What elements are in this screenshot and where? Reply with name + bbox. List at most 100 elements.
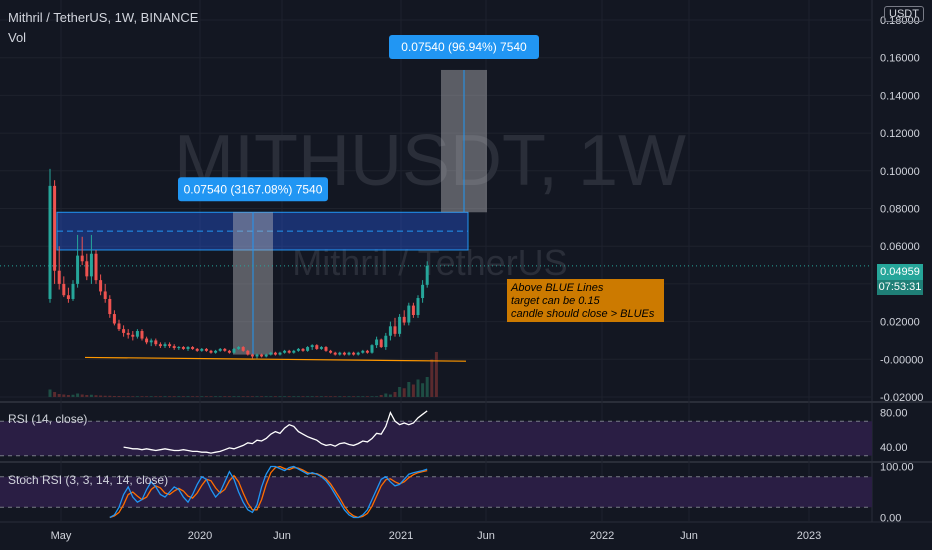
measure-label-box <box>389 34 539 59</box>
candle-body <box>223 348 227 351</box>
candle-body <box>241 347 245 351</box>
band-fill <box>0 421 872 456</box>
candle-body <box>365 350 369 353</box>
volume-bar <box>434 352 438 397</box>
candle-body <box>416 298 420 316</box>
volume-bar <box>347 396 351 397</box>
volume-bar <box>246 396 250 397</box>
candle-body <box>145 338 149 343</box>
candle-body <box>122 329 126 333</box>
y-tick-label: 0.10000 <box>880 166 920 178</box>
candle-body <box>140 331 144 339</box>
volume-bar <box>264 396 268 397</box>
volume-bar <box>361 396 365 397</box>
candle-body <box>53 185 57 271</box>
volume-label[interactable]: Vol <box>8 30 27 45</box>
volume-bar <box>200 396 204 397</box>
pane-tick-label: 40.00 <box>880 442 908 454</box>
volume-bar <box>140 396 144 397</box>
candle-body <box>421 284 425 299</box>
pane-tick-label: 0.00 <box>880 512 901 524</box>
volume-bar <box>145 396 149 397</box>
y-tick-label: 0.06000 <box>880 241 920 253</box>
candle-body <box>186 347 190 349</box>
volume-bar <box>310 396 314 397</box>
symbol-title[interactable]: Mithril / TetherUS, 1W, BINANCE <box>8 10 199 25</box>
y-tick-label: -0.00000 <box>880 354 923 366</box>
candle-body <box>168 344 172 347</box>
stoch-rsi-pane: 100.00 0.00 <box>0 462 914 524</box>
volume-bar <box>204 396 208 397</box>
measure-label-box <box>178 177 328 202</box>
candle-body <box>237 347 241 349</box>
x-tick-label: Jun <box>273 530 291 542</box>
candle-body <box>342 352 346 355</box>
rsi-label[interactable]: RSI (14, close) <box>8 412 88 426</box>
candle-body <box>352 352 356 355</box>
candle-body <box>214 350 218 353</box>
candle-body <box>85 261 89 277</box>
candle-body <box>398 316 402 334</box>
candle-body <box>108 298 112 315</box>
candle-body <box>112 314 116 324</box>
volume-bar <box>108 395 112 397</box>
volume-bar <box>384 393 388 397</box>
volume-bar <box>177 396 181 397</box>
volume-bar <box>365 396 369 397</box>
volume-bar <box>407 382 411 397</box>
note-line: target can be 0.15 <box>511 295 601 307</box>
support-line <box>84 356 467 362</box>
stoch-rsi-label[interactable]: Stoch RSI (3, 3, 14, 14, close) <box>8 473 169 487</box>
volume-bar <box>80 394 84 397</box>
volume-bar <box>273 396 277 397</box>
volume-bar <box>158 396 162 397</box>
x-tick-label: 2022 <box>590 530 614 542</box>
volume-bar <box>232 396 236 397</box>
volume-bar <box>89 394 93 397</box>
volume-bar <box>117 396 121 397</box>
volume-bars <box>48 352 438 397</box>
y-tick-label: -0.02000 <box>880 392 923 404</box>
candle-body <box>80 255 84 262</box>
volume-bar <box>329 396 333 397</box>
candle-body <box>347 352 351 355</box>
volume-bar <box>53 392 57 397</box>
candle-body <box>269 352 273 355</box>
volume-bar <box>356 396 360 397</box>
x-tick-label: May <box>51 530 72 542</box>
volume-bar <box>99 395 103 397</box>
volume-bar <box>375 396 379 397</box>
currency-selector[interactable]: USDT <box>884 6 924 22</box>
measure-label: 0.07540 (3167.08%) 7540 <box>184 182 323 196</box>
volume-bar <box>209 396 213 397</box>
volume-bar <box>379 395 383 397</box>
x-tick-label: Jun <box>477 530 495 542</box>
x-tick-label: 2021 <box>389 530 413 542</box>
volume-bar <box>292 396 296 397</box>
y-tick-label: 0.08000 <box>880 204 920 216</box>
volume-bar <box>306 396 310 397</box>
volume-bar <box>352 396 356 397</box>
volume-bar <box>103 395 107 397</box>
candle-body <box>356 352 360 355</box>
candle-body <box>232 348 236 353</box>
volume-bar <box>66 395 70 397</box>
candle-body <box>131 334 135 337</box>
volume-bar <box>237 396 241 397</box>
volume-bar <box>172 396 176 397</box>
candle-body <box>384 335 388 348</box>
candle-body <box>407 305 411 323</box>
volume-bar <box>71 394 75 397</box>
candle-body <box>329 350 333 353</box>
candle-body <box>264 354 268 357</box>
candle-body <box>163 344 167 347</box>
candle-body <box>402 316 406 323</box>
pane-tick-label: 100.00 <box>880 462 914 474</box>
stoch-d-line <box>109 465 428 519</box>
candlesticks <box>48 168 429 359</box>
volume-bar <box>416 379 420 397</box>
volume-bar <box>388 394 392 397</box>
candle-body <box>375 339 379 346</box>
volume-bar <box>398 387 402 397</box>
candle-body <box>103 291 107 299</box>
